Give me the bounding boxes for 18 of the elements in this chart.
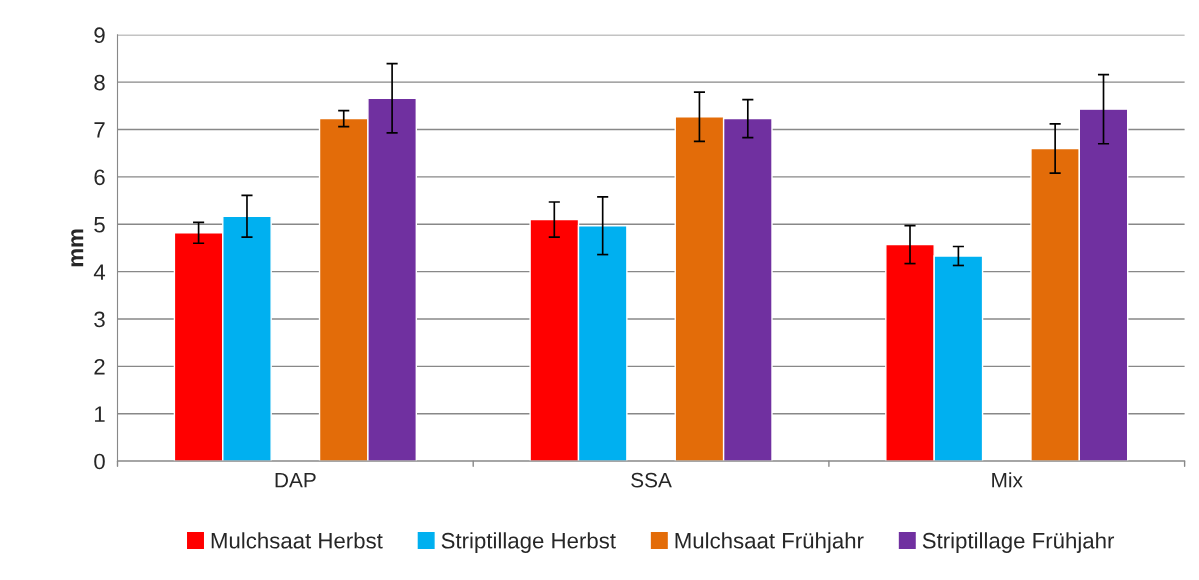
y-tick-label: 1 bbox=[95, 406, 105, 422]
y-axis-title: mm bbox=[71, 229, 84, 267]
y-tick-label: 2 bbox=[94, 358, 105, 375]
y-tick-label: 6 bbox=[94, 169, 105, 186]
x-tick-label: Mix bbox=[992, 472, 1023, 488]
y-tick-label: 3 bbox=[94, 311, 105, 328]
y-tick-label: 4 bbox=[93, 264, 106, 280]
legend-label: Mulchsaat Herbst bbox=[211, 532, 383, 549]
x-tick-label: DAP bbox=[275, 472, 316, 488]
y-tick-label: 7 bbox=[94, 122, 105, 138]
y-tick-label: 9 bbox=[94, 27, 105, 44]
legend-label: Striptillage Herbst bbox=[441, 532, 616, 553]
y-tick-label: 0 bbox=[94, 453, 105, 470]
y-tick-label: 8 bbox=[94, 74, 105, 91]
legend-label: Mulchsaat Frühjahr bbox=[675, 532, 864, 553]
y-tick-label: 5 bbox=[94, 217, 105, 233]
legend-label: Striptillage Frühjahr bbox=[922, 532, 1115, 553]
x-tick-label: SSA bbox=[631, 472, 672, 488]
